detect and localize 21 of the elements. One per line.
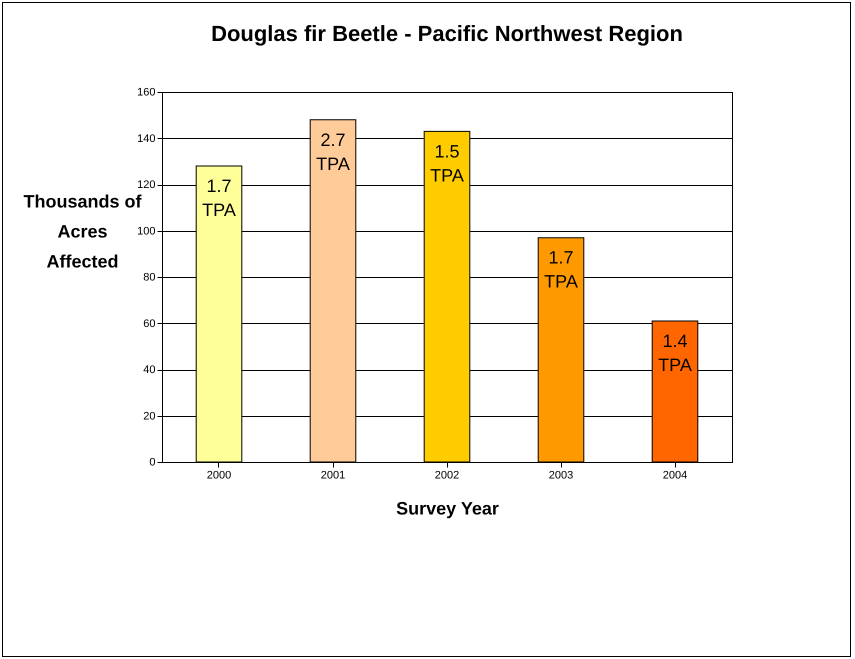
y-tick-label: 160 — [137, 86, 156, 98]
x-tick-label: 2002 — [434, 470, 460, 482]
x-axis-title: Survey Year — [396, 498, 499, 518]
annotation: 1.5 TPA — [430, 141, 464, 186]
chart-title: Douglas fir Beetle - Pacific Northwest Region — [211, 21, 683, 46]
x-tick-label: 2004 — [662, 470, 688, 482]
y-tick-label: 140 — [137, 132, 156, 145]
y-tick-label: 80 — [143, 272, 156, 284]
y-tick-label: 20 — [143, 410, 156, 422]
y-tick-label: 0 — [149, 456, 156, 468]
y-tick-label: 40 — [143, 364, 156, 376]
annotation: 2.7 TPA — [316, 130, 350, 174]
y-tick-label: 100 — [137, 225, 156, 238]
y-tick-label: 120 — [137, 179, 156, 191]
x-tick-label: 2000 — [206, 470, 232, 482]
annotation: 1.7 TPA — [544, 248, 578, 292]
x-tick-label: 2003 — [548, 470, 574, 482]
annotation: 1.7 TPA — [202, 176, 236, 220]
x-tick-label: 2001 — [320, 470, 346, 482]
annotation: 1.4 TPA — [658, 330, 692, 375]
y-tick-label: 60 — [143, 318, 156, 330]
